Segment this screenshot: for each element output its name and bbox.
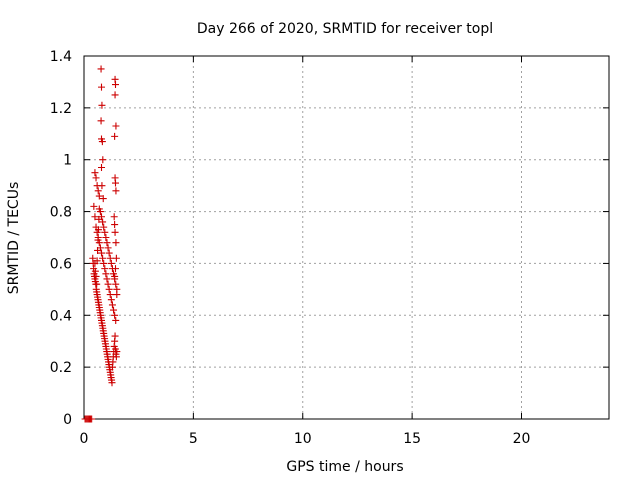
data-point — [92, 272, 100, 280]
y-tick-label: 0.8 — [50, 205, 72, 221]
data-point — [101, 228, 109, 236]
x-tick-label: 5 — [189, 431, 198, 447]
data-point — [110, 213, 118, 221]
data-point — [107, 296, 115, 304]
data-point — [108, 379, 116, 387]
data-point — [103, 239, 111, 247]
data-point — [98, 182, 106, 190]
data-point — [111, 272, 119, 280]
grid-lines — [84, 56, 609, 419]
data-point — [112, 179, 119, 187]
data-point — [98, 249, 105, 257]
data-point — [112, 239, 120, 247]
data-point — [113, 291, 121, 299]
data-point — [91, 267, 99, 275]
y-tick-label: 0.4 — [50, 308, 72, 324]
data-point — [107, 259, 115, 267]
data-point — [99, 218, 107, 226]
y-tick-label: 0 — [63, 412, 72, 428]
data-point — [101, 265, 109, 273]
data-point — [98, 83, 105, 91]
data-point — [104, 244, 112, 252]
data-point — [100, 259, 108, 267]
data-point — [99, 254, 107, 262]
data-point — [95, 192, 103, 200]
data-point — [94, 236, 102, 244]
data-point — [98, 138, 106, 146]
data-point — [102, 234, 110, 241]
data-point — [91, 213, 99, 221]
data-point — [111, 221, 119, 229]
data-point — [99, 195, 107, 203]
y-tick-label: 0.6 — [50, 256, 72, 272]
data-point — [94, 226, 102, 234]
data-point — [106, 291, 114, 299]
data-point — [112, 254, 120, 262]
data-point — [102, 270, 110, 278]
x-tick-label: 0 — [80, 431, 89, 447]
data-point — [112, 81, 119, 89]
data-point — [112, 280, 120, 288]
data-point — [112, 316, 120, 324]
data-point — [100, 223, 108, 231]
data-point — [95, 205, 103, 213]
data-point — [112, 122, 120, 130]
data-point — [112, 265, 119, 273]
x-tick-label: 10 — [294, 431, 312, 447]
data-point — [108, 301, 116, 309]
data-point — [111, 91, 119, 99]
data-point — [95, 215, 103, 223]
data-point — [110, 306, 118, 314]
chart-title: Day 266 of 2020, SRMTID for receiver top… — [197, 21, 493, 37]
data-point — [113, 348, 121, 356]
data-point — [92, 174, 100, 182]
data-point — [111, 332, 119, 340]
y-axis-label: SRMTID / TECUs — [6, 182, 22, 295]
data-point — [104, 280, 112, 288]
y-tick-label: 1.4 — [50, 49, 72, 65]
data-point — [99, 156, 107, 164]
data-point — [105, 249, 113, 257]
data-point — [111, 311, 119, 319]
x-axis-label: GPS time / hours — [286, 459, 403, 475]
y-tick-label: 0.2 — [50, 360, 72, 376]
data-point — [97, 65, 105, 73]
data-point — [106, 254, 114, 262]
x-tick-label: 15 — [403, 431, 421, 447]
data-point — [98, 163, 105, 171]
data-point — [88, 415, 96, 423]
data-point — [97, 117, 105, 125]
data-point — [90, 202, 98, 210]
y-tick-label: 1 — [63, 153, 72, 169]
data-point — [111, 228, 119, 236]
data-point — [94, 246, 102, 254]
data-point — [111, 132, 119, 140]
data-point — [91, 259, 99, 267]
data-point — [112, 187, 120, 195]
data-point — [93, 280, 101, 288]
data-points — [81, 65, 121, 423]
data-point — [103, 275, 111, 283]
data-point — [91, 169, 99, 177]
plot-frame — [83, 55, 610, 420]
y-tick-label: 1.2 — [50, 101, 72, 117]
data-point — [105, 285, 113, 293]
data-point — [98, 101, 106, 109]
x-tick-label: 20 — [513, 431, 531, 447]
data-point — [94, 187, 102, 195]
